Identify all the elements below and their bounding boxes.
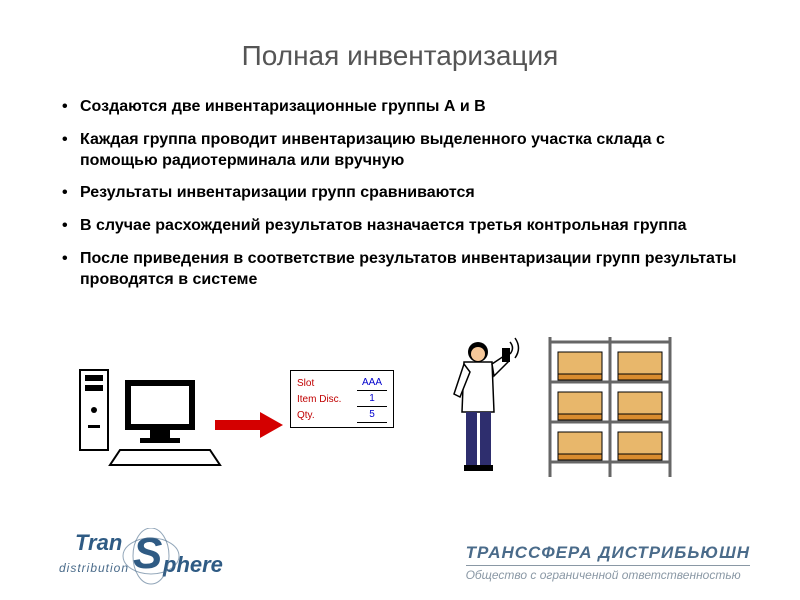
bullet-list: Создаются две инвентаризационные группы …: [60, 97, 740, 291]
list-item: В случае расхождений результатов назнача…: [60, 216, 740, 237]
svg-text:S: S: [133, 529, 162, 578]
form-label: Item Disc.: [297, 392, 341, 407]
form-row: Slot AAA: [297, 375, 387, 391]
svg-text:distribution: distribution: [59, 561, 129, 575]
list-item: Создаются две инвентаризационные группы …: [60, 97, 740, 118]
form-value: 1: [357, 391, 387, 407]
list-item: Результаты инвентаризации групп сравнива…: [60, 183, 740, 204]
inventory-form: Slot AAA Item Disc. 1 Qty. 5: [290, 370, 394, 428]
list-item: После приведения в соответствие результа…: [60, 249, 740, 291]
svg-text:Tran: Tran: [75, 530, 122, 555]
form-value: 5: [357, 407, 387, 423]
company-name: ТРАНССФЕРА ДИСТРИБЬЮШН: [466, 543, 750, 563]
illustration: Slot AAA Item Disc. 1 Qty. 5: [0, 340, 800, 500]
slide: Полная инвентаризация Создаются две инве…: [0, 0, 800, 600]
list-item: Каждая группа проводит инвентаризацию вы…: [60, 130, 740, 172]
svg-text:phere: phere: [162, 552, 223, 577]
form-label: Slot: [297, 376, 314, 391]
page-title: Полная инвентаризация: [50, 40, 750, 72]
form-label: Qty.: [297, 408, 315, 423]
company-subtitle: Общество с ограниченной ответственностью: [466, 565, 750, 582]
arrow-icon: [215, 410, 285, 440]
transsphere-logo: Tran S phere distribution: [55, 528, 265, 588]
worker-icon: [440, 332, 530, 482]
footer: Tran S phere distribution ТРАНССФЕРА ДИС…: [0, 527, 800, 582]
company-info: ТРАНССФЕРА ДИСТРИБЬЮШН Общество с ограни…: [466, 543, 750, 582]
form-row: Item Disc. 1: [297, 391, 387, 407]
form-row: Qty. 5: [297, 407, 387, 423]
form-value: AAA: [357, 375, 387, 391]
warehouse-rack-icon: [540, 332, 690, 482]
